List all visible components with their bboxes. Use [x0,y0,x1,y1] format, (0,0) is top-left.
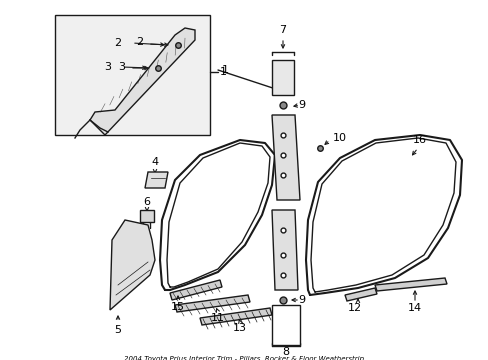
Bar [55,15,209,135]
Text: 15: 15 [171,302,184,312]
Polygon shape [145,172,168,188]
Text: 8: 8 [282,347,289,357]
Text: 2004 Toyota Prius Interior Trim - Pillars, Rocker & Floor Weatherstrip
Pillar Tr: 2004 Toyota Prius Interior Trim - Pillar… [123,356,364,360]
Text: 10: 10 [332,133,346,143]
Polygon shape [374,278,446,291]
Text: 12: 12 [347,303,361,313]
Text: 1: 1 [222,65,228,75]
Text: 5: 5 [114,325,121,335]
Text: 11: 11 [210,313,224,323]
Polygon shape [271,210,297,290]
Text: 16: 16 [412,135,426,145]
Polygon shape [110,220,155,310]
Text: 1: 1 [220,67,226,77]
Text: 3: 3 [104,62,111,72]
Polygon shape [200,308,271,325]
Bar [271,305,299,345]
Text: 9: 9 [298,100,305,110]
Text: 6: 6 [143,197,150,207]
Text: 3: 3 [118,62,125,72]
Text: 14: 14 [407,303,421,313]
Text: 4: 4 [151,157,158,167]
Text: 2: 2 [114,38,122,48]
Bar [271,60,293,95]
Polygon shape [175,295,249,312]
Text: 7: 7 [279,25,286,35]
Text: 13: 13 [232,323,246,333]
Polygon shape [271,115,299,200]
Polygon shape [170,280,222,300]
Polygon shape [90,28,195,135]
Polygon shape [345,288,376,301]
Text: 2: 2 [136,37,143,47]
Bar [140,210,154,222]
Text: 9: 9 [298,295,305,305]
